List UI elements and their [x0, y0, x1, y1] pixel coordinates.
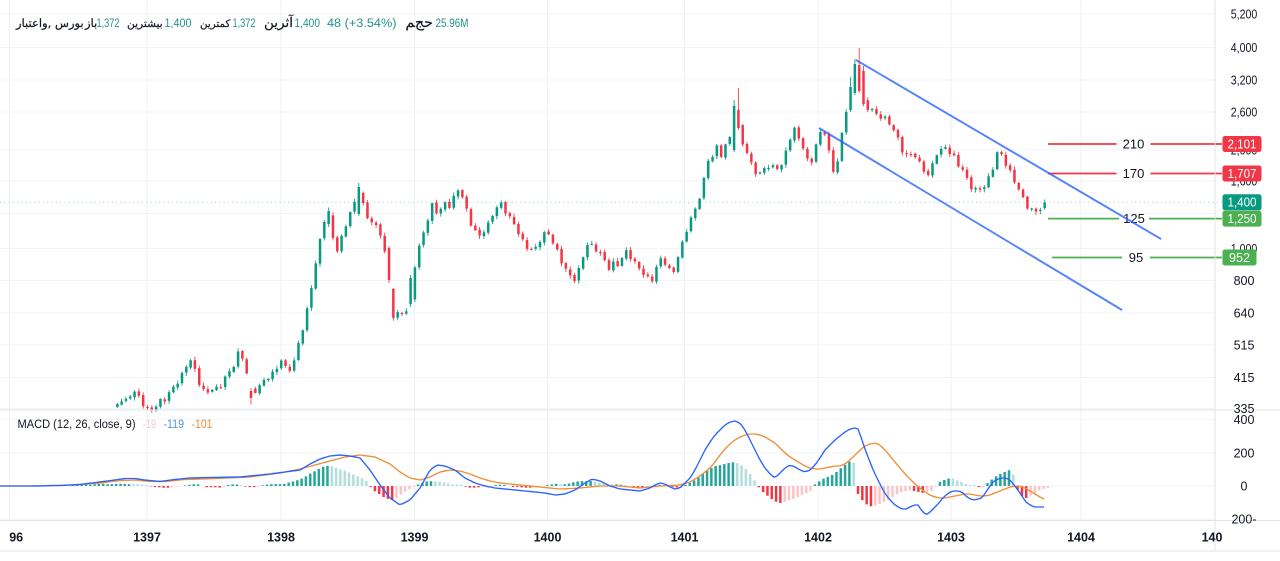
svg-text:1401: 1401	[671, 531, 699, 545]
svg-text:-19: -19	[143, 417, 156, 431]
svg-text:800: 800	[1234, 274, 1255, 288]
svg-text:1400: 1400	[534, 531, 562, 545]
svg-text:640: 640	[1234, 306, 1255, 320]
svg-text:125: 125	[1123, 211, 1145, 226]
svg-text:1404: 1404	[1067, 531, 1095, 545]
svg-text:0: 0	[1241, 479, 1248, 493]
svg-text:MACD (12, 26, close, 9): MACD (12, 26, close, 9)	[18, 417, 136, 431]
svg-text:952: 952	[1229, 251, 1250, 265]
svg-text:1397: 1397	[133, 531, 161, 545]
svg-text:170: 170	[1123, 166, 1145, 181]
svg-text:400: 400	[1234, 413, 1255, 427]
svg-text:2,101: 2,101	[1228, 137, 1257, 151]
svg-text:48 (+3.54%): 48 (+3.54%)	[327, 16, 397, 30]
svg-text:200: 200	[1234, 446, 1255, 460]
svg-text:415: 415	[1234, 371, 1255, 385]
svg-text:-101: -101	[192, 417, 213, 431]
svg-text:1,372: 1,372	[233, 16, 256, 30]
svg-text:1,400: 1,400	[165, 16, 192, 30]
svg-text:1,400: 1,400	[1228, 196, 1257, 210]
svg-text:1,707: 1,707	[1228, 167, 1257, 181]
svg-text:95: 95	[1129, 250, 1143, 265]
svg-text:1402: 1402	[804, 531, 832, 545]
svg-text:1398: 1398	[267, 531, 295, 545]
svg-text:1399: 1399	[401, 531, 429, 545]
svg-text:200-: 200-	[1231, 513, 1256, 527]
svg-text:210: 210	[1123, 136, 1145, 151]
svg-text:3,200: 3,200	[1231, 73, 1258, 87]
svg-text:2,600: 2,600	[1231, 105, 1258, 119]
svg-text:1,250: 1,250	[1228, 212, 1257, 226]
svg-text:4,000: 4,000	[1231, 41, 1258, 55]
svg-text:-119: -119	[164, 417, 185, 431]
svg-text:25.96M: 25.96M	[436, 16, 469, 30]
svg-text:1,372: 1,372	[97, 16, 120, 30]
svg-text:1,400: 1,400	[295, 16, 321, 30]
svg-text:96: 96	[9, 531, 23, 545]
svg-text:5,200: 5,200	[1231, 7, 1258, 21]
svg-text:1403: 1403	[937, 531, 965, 545]
svg-text:140: 140	[1202, 531, 1223, 545]
svg-text:515: 515	[1234, 338, 1255, 352]
svg-text:335: 335	[1234, 402, 1255, 416]
